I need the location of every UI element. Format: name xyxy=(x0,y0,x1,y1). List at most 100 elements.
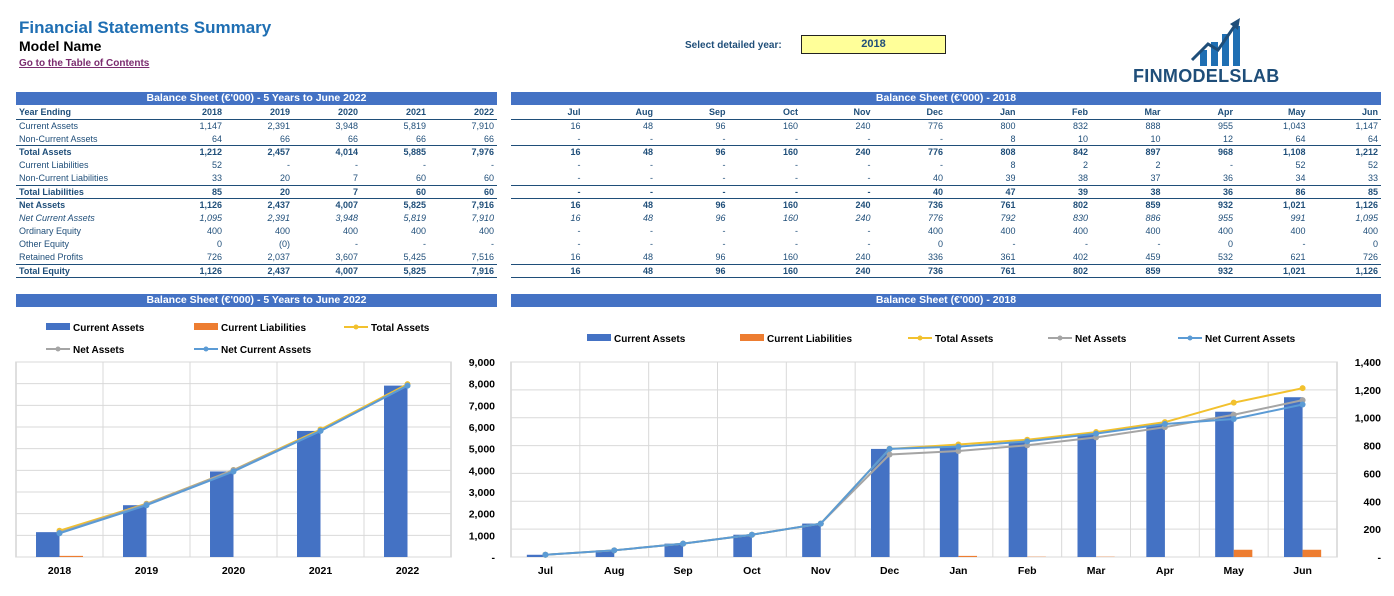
table-cell: 2 xyxy=(1155,160,1161,171)
bar-current-liabilities xyxy=(1302,549,1322,557)
legend-item-net-assets: Net Assets xyxy=(1048,334,1127,345)
legend-item-net-assets: Net Assets xyxy=(46,345,125,356)
table-cell: 2,037 xyxy=(267,252,290,263)
y-tick-label: - xyxy=(492,552,496,564)
table-cell: 5,825 xyxy=(361,197,429,212)
y-tick-label: 7,000 xyxy=(469,400,495,412)
y-tick-label: 200 xyxy=(1363,524,1381,536)
row-label: Non-Current Liabilities xyxy=(19,173,109,184)
table-cell: 96 xyxy=(715,252,726,263)
table-of-contents-link[interactable]: Go to the Table of Contents xyxy=(19,58,150,69)
legend-item-current-liabilities: Current Liabilities xyxy=(194,323,306,334)
y-tick-label: 1,000 xyxy=(469,530,495,542)
page-title: Financial Statements Summary xyxy=(19,18,272,37)
table-cell: 39 xyxy=(1018,184,1091,199)
table-cell: 36 xyxy=(1163,184,1236,199)
table-cell: 336 xyxy=(927,252,943,263)
column-header: Year Ending xyxy=(16,106,157,120)
table-row: Total Liabilities 85 20 7 60 60 xyxy=(16,184,497,199)
table-cell: - xyxy=(583,184,656,199)
bar-current-assets xyxy=(526,554,546,557)
legend-label: Net Current Assets xyxy=(1205,334,1296,345)
table-cell: 832 xyxy=(1072,121,1088,132)
table-cell: - xyxy=(650,239,653,250)
table-cell: 16 xyxy=(570,213,581,224)
table-cell: 48 xyxy=(583,263,656,278)
table-cell: 20 xyxy=(279,173,290,184)
table-cell: - xyxy=(511,184,584,199)
table-cell: - xyxy=(577,173,581,184)
table-cell: 621 xyxy=(1290,252,1306,263)
table-cell: - xyxy=(423,160,426,171)
table-cell: 5,885 xyxy=(361,145,429,159)
row-label: Other Equity xyxy=(19,239,70,250)
point-net-current-assets xyxy=(1024,438,1031,445)
point-net-assets xyxy=(1299,397,1306,404)
chart-logo-icon xyxy=(1190,18,1240,66)
column-header: Apr xyxy=(1163,106,1236,120)
legend-label: Total Assets xyxy=(935,334,994,345)
table-cell: 38 xyxy=(1077,173,1088,184)
table-cell: 1,021 xyxy=(1236,263,1309,278)
table-cell: 8 xyxy=(1010,160,1016,171)
y-tick-label: 5,000 xyxy=(469,444,495,456)
table-cell: 96 xyxy=(715,121,726,132)
table-cell: - xyxy=(355,239,358,250)
table-cell: 64 xyxy=(1367,133,1378,144)
legend-label: Current Liabilities xyxy=(767,334,852,345)
monthly-balance-chart: Current Assets Current Liabilities Total A… xyxy=(510,334,1382,577)
table-cell: 792 xyxy=(1000,213,1016,224)
row-label: Net Current Assets xyxy=(19,213,95,224)
bar-current-assets xyxy=(1008,441,1028,557)
y-tick-label: 1,400 xyxy=(1355,357,1381,369)
table-cell: 7,910 xyxy=(471,213,494,224)
table-header-row: Jul Aug Sep Oct Nov Dec Jan Feb Mar Apr May Jun xyxy=(511,106,1381,120)
table-cell: - xyxy=(801,184,874,199)
table-cell: 0 xyxy=(216,239,222,250)
table-cell: - xyxy=(722,239,726,250)
table-cell: 400 xyxy=(1290,226,1306,237)
legend-item-net-current-assets: Net Current Assets xyxy=(194,345,312,356)
x-tick-label: Apr xyxy=(1156,565,1174,577)
column-header: Jul xyxy=(511,106,584,120)
table-cell: 60 xyxy=(429,184,497,199)
table-cell: 400 xyxy=(1000,226,1016,237)
table-cell: 160 xyxy=(728,263,801,278)
y-tick-label: 1,200 xyxy=(1355,385,1381,397)
table-cell: 7,516 xyxy=(471,252,494,263)
table-cell: 776 xyxy=(873,145,946,159)
table-cell: 4,007 xyxy=(293,197,361,212)
row-label: Current Assets xyxy=(19,121,79,132)
table-cell: - xyxy=(867,173,871,184)
table-row: 16 48 96 160 240 336 361 402 459 532 621 726 xyxy=(511,251,1381,264)
column-header: Jan xyxy=(946,106,1019,120)
y-tick-label: 1,000 xyxy=(1355,413,1381,425)
table-cell: 932 xyxy=(1163,263,1236,278)
table-cell: 888 xyxy=(1145,121,1161,132)
table-cell: 5,825 xyxy=(361,263,429,278)
legend-marker xyxy=(917,335,923,341)
column-header: Mar xyxy=(1091,106,1164,120)
table-cell: 1,126 xyxy=(157,263,225,278)
legend-swatch xyxy=(194,323,218,330)
table-cell: - xyxy=(656,184,729,199)
table-cell: (0) xyxy=(279,239,290,250)
table-cell: - xyxy=(491,160,494,171)
x-tick-label: 2019 xyxy=(135,565,159,577)
point-net-current-assets xyxy=(1093,430,1100,437)
table-cell: 96 xyxy=(656,197,729,212)
table-cell: 60 xyxy=(483,173,494,184)
table-cell: - xyxy=(722,133,726,144)
column-header: Jun xyxy=(1308,106,1381,120)
legend-label: Net Current Assets xyxy=(221,345,312,356)
table-cell: 16 xyxy=(570,121,581,132)
table-row: - - - - - 400 400 400 400 400 400 400 xyxy=(511,225,1381,238)
row-label: Total Liabilities xyxy=(16,184,157,199)
table-cell: 1,126 xyxy=(1308,197,1381,212)
table-cell: 7 xyxy=(352,173,358,184)
table-cell: 400 xyxy=(1145,226,1161,237)
selected-year-field[interactable]: 2018 xyxy=(801,35,946,54)
bar-current-assets xyxy=(595,550,615,557)
table-cell: 400 xyxy=(342,226,358,237)
table-cell: 85 xyxy=(1308,184,1381,199)
